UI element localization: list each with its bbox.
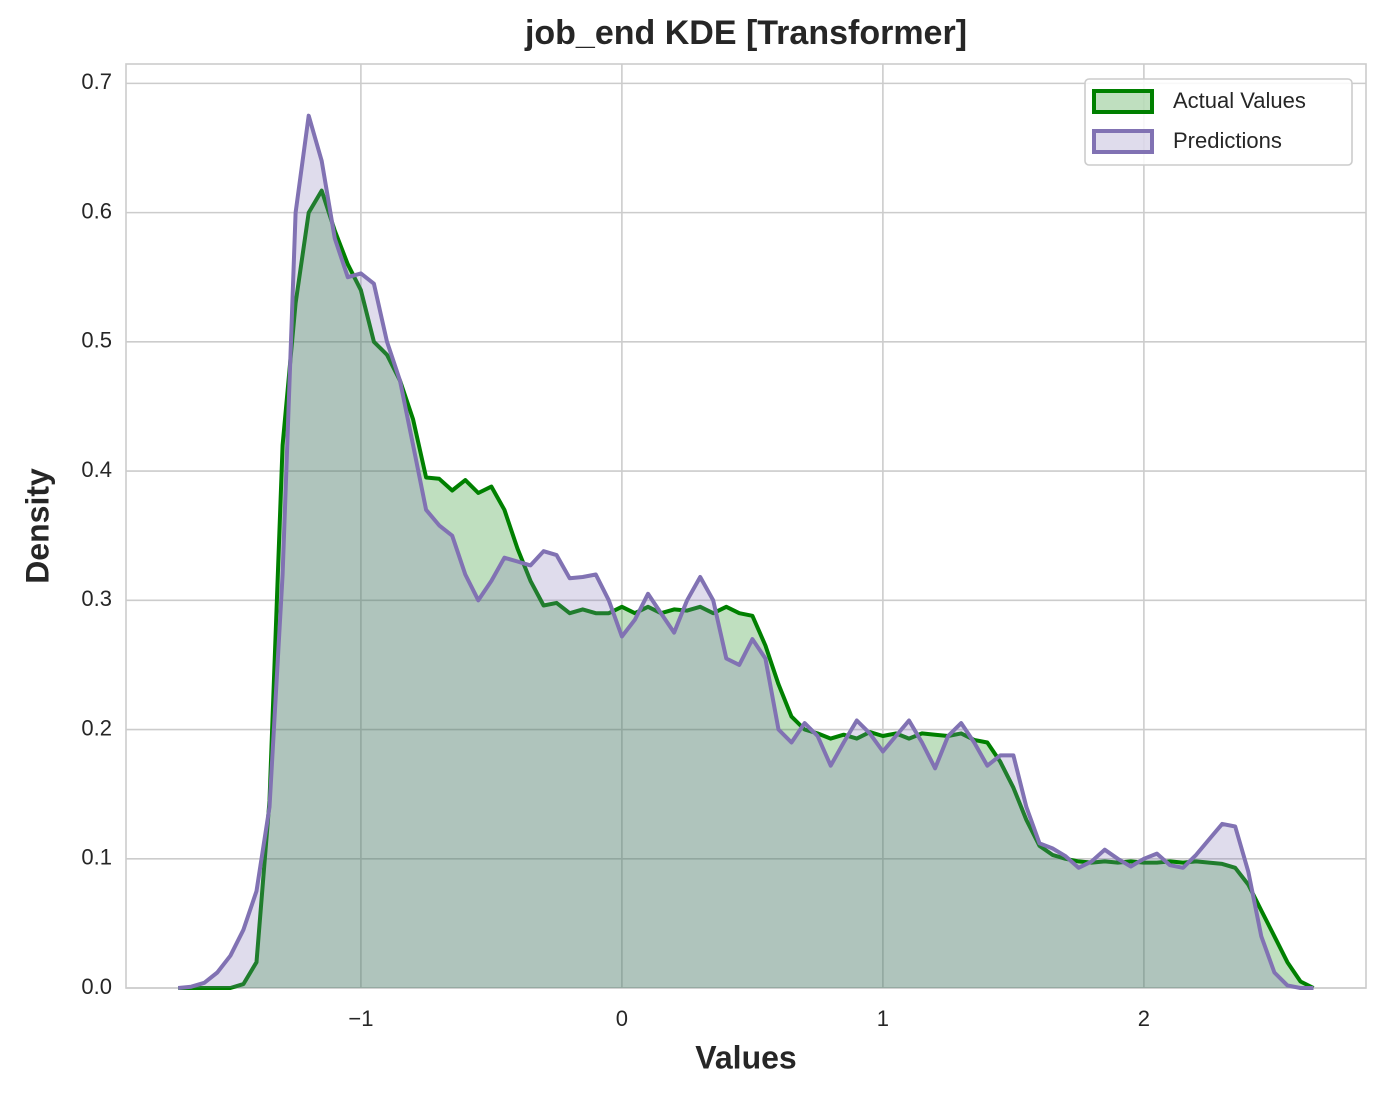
x-tick-label: 1 [877, 1006, 889, 1031]
y-tick-label: 0.6 [81, 198, 112, 223]
y-tick-label: 0.4 [81, 457, 112, 482]
legend-swatch [1092, 89, 1154, 114]
legend: Actual Values Predictions [1084, 78, 1353, 166]
x-tick-label: 2 [1138, 1006, 1150, 1031]
y-tick-label: 0.0 [81, 974, 112, 999]
y-tick-label: 0.7 [81, 69, 112, 94]
y-tick-label: 0.5 [81, 328, 112, 353]
legend-label: Predictions [1173, 128, 1282, 153]
density-area [178, 190, 1314, 989]
y-tick-label: 0.3 [81, 586, 112, 611]
legend-label: Actual Values [1173, 88, 1306, 113]
x-tick-label: 0 [616, 1006, 628, 1031]
x-axis-label: Values [695, 1039, 796, 1075]
y-axis-label: Density [19, 468, 55, 584]
y-tick-label: 0.1 [81, 845, 112, 870]
x-tick-label: −1 [348, 1006, 373, 1031]
density-line [178, 113, 1314, 990]
plot-frame [125, 63, 1367, 989]
chart-title: job_end KDE [Transformer] [524, 14, 967, 52]
y-tick-label: 0.2 [81, 715, 112, 740]
density-area [178, 115, 1314, 988]
legend-swatch [1092, 129, 1154, 154]
